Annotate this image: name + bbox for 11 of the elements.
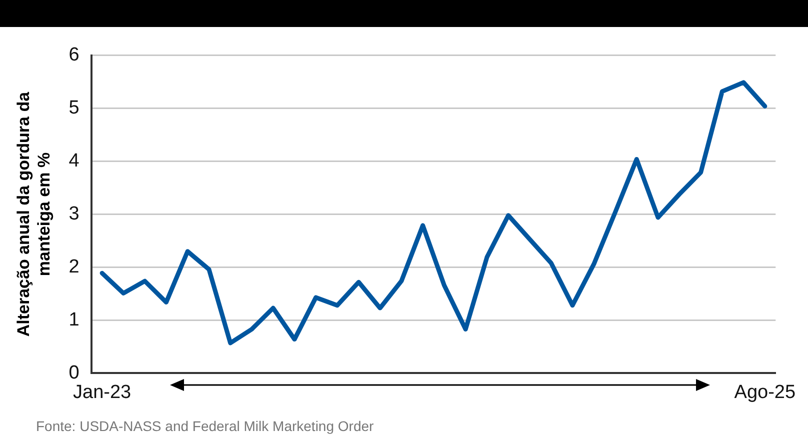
y-axis-title: Alteração anual da gordura da manteiga em % [14, 91, 54, 337]
y-tick-label: 4 [68, 150, 80, 172]
x-tick-label: Jan-23 [73, 382, 132, 403]
x-tick-label: Ago-25 [734, 382, 796, 403]
y-tick-label: 2 [68, 256, 80, 278]
y-tick-label: 6 [68, 44, 80, 66]
source-note: Fonte: USDA-NASS and Federal Milk Marketing Order [36, 418, 374, 434]
y-tick-label: 3 [68, 204, 80, 225]
y-tick-label: 5 [68, 98, 80, 119]
y-tick-label: 0 [68, 362, 80, 384]
y-tick-label: 1 [68, 309, 80, 330]
